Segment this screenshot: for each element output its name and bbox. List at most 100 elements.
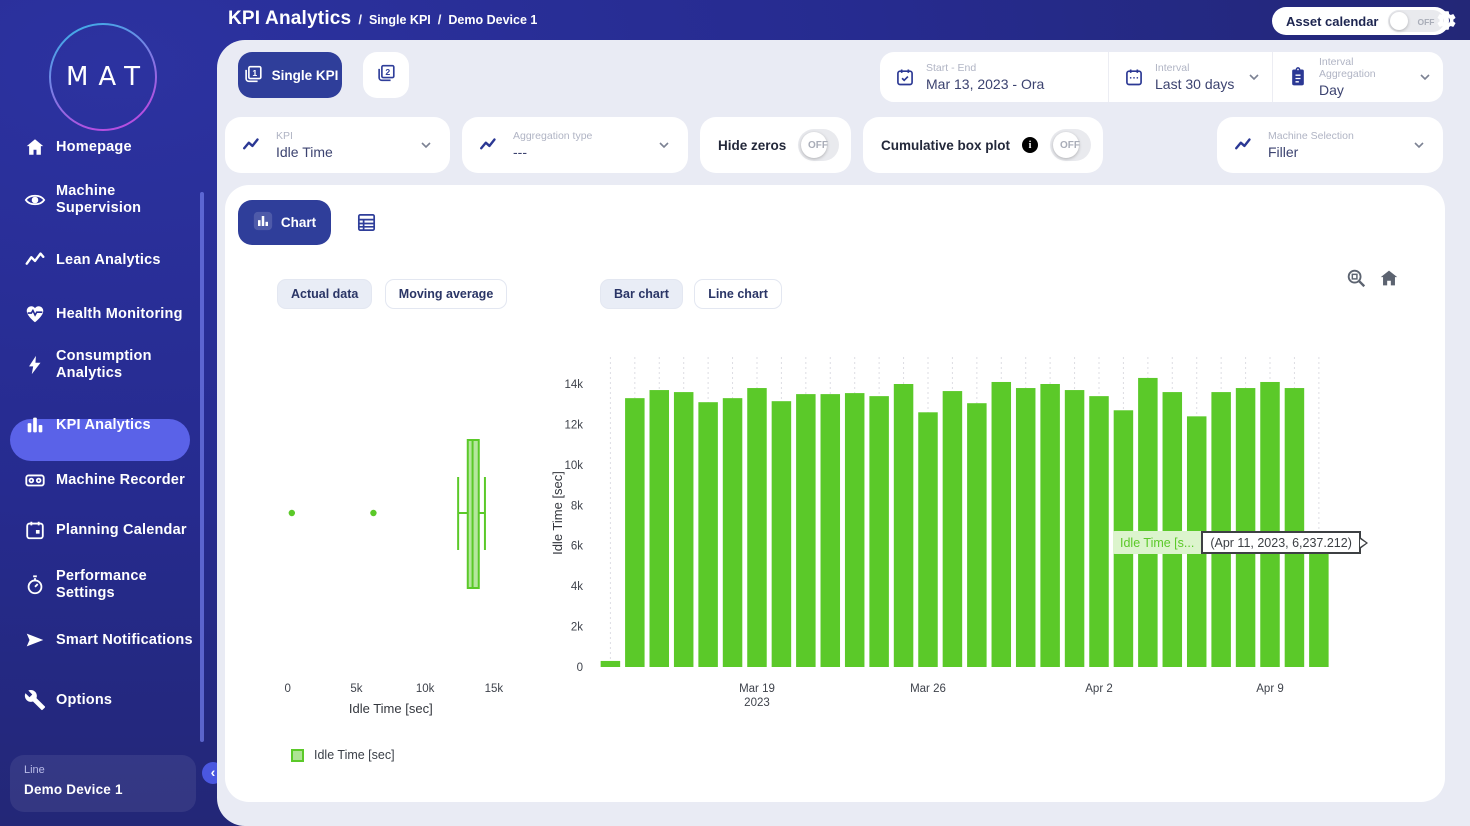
heart-pulse-icon	[24, 303, 46, 325]
bar[interactable]	[1236, 388, 1256, 667]
eye-icon	[24, 189, 46, 211]
breadcrumb: KPI Analytics / Single KPI / Demo Device…	[228, 8, 537, 30]
asset-calendar-label: Asset calendar	[1286, 14, 1379, 29]
breadcrumb-separator: /	[358, 12, 362, 27]
bar[interactable]	[845, 393, 865, 667]
cumulative-box-plot-card: Cumulative box plot i OFF	[863, 117, 1103, 173]
bar[interactable]	[674, 392, 694, 667]
interval-field[interactable]: Interval Last 30 days	[1108, 52, 1272, 102]
sidebar-item-label: Lean Analytics	[56, 252, 194, 269]
sidebar-scrollbar[interactable]	[200, 192, 204, 742]
interval-aggregation-value: Day	[1319, 82, 1406, 98]
chart-tab-icon	[253, 211, 273, 234]
svg-text:4k: 4k	[571, 581, 583, 593]
trend-icon	[478, 134, 500, 156]
machine-selection-dropdown[interactable]: Machine Selection Filler	[1217, 117, 1443, 173]
bar[interactable]	[1260, 382, 1280, 667]
bar[interactable]	[992, 382, 1012, 667]
sidebar-item-label: Performance Settings	[56, 568, 194, 602]
bolt-icon	[24, 354, 46, 376]
svg-text:Apr 9: Apr 9	[1256, 683, 1284, 695]
tooltip-series: Idle Time [s...	[1113, 531, 1201, 554]
settings-gear-icon[interactable]	[1435, 9, 1458, 32]
kpi-value: Idle Time	[276, 144, 333, 160]
kpi-dropdown[interactable]: KPI Idle Time	[225, 117, 450, 173]
interval-aggregation-field[interactable]: Interval Aggregation Day	[1272, 52, 1443, 102]
bar[interactable]	[1211, 392, 1231, 667]
bar[interactable]	[943, 391, 963, 667]
chip-actual-data[interactable]: Actual data	[277, 279, 372, 309]
legend[interactable]: Idle Time [sec]	[291, 748, 395, 762]
zoom-icon[interactable]	[1345, 267, 1367, 289]
bar[interactable]	[650, 390, 670, 667]
bar[interactable]	[1089, 396, 1109, 667]
bar[interactable]	[894, 384, 914, 667]
send-icon	[24, 629, 46, 651]
tooltip-value: (Apr 11, 2023, 6,237.212)	[1201, 531, 1361, 554]
info-icon[interactable]: i	[1022, 137, 1038, 153]
chip-line-chart[interactable]: Line chart	[694, 279, 782, 309]
bar[interactable]	[918, 412, 938, 667]
breadcrumb-separator: /	[438, 12, 442, 27]
breadcrumb-single-kpi[interactable]: Single KPI	[369, 13, 431, 27]
device-name: Demo Device 1	[24, 782, 196, 797]
bar[interactable]	[625, 398, 645, 667]
cumulative-box-plot-label: Cumulative box plot	[881, 138, 1010, 153]
bar[interactable]	[772, 401, 792, 667]
bar[interactable]	[1040, 384, 1060, 667]
top-header: KPI Analytics / Single KPI / Demo Device…	[0, 0, 1470, 40]
toggle-knob	[1390, 12, 1408, 30]
aggregation-type-dropdown[interactable]: Aggregation type ---	[462, 117, 688, 173]
bar[interactable]	[698, 402, 718, 667]
chip-moving-average[interactable]: Moving average	[385, 279, 507, 309]
bar[interactable]	[821, 394, 841, 667]
tab-single-kpi[interactable]: 1 Single KPI	[238, 52, 342, 98]
wrench-icon	[24, 689, 46, 711]
bar-chart-icon	[24, 414, 46, 436]
plot-modebar	[1345, 267, 1400, 289]
calendar-icon	[1124, 67, 1144, 87]
start-end-field[interactable]: Start - End Mar 13, 2023 - Ora	[880, 52, 1108, 102]
bar[interactable]	[1163, 392, 1183, 667]
bar[interactable]	[1138, 378, 1158, 667]
interval-label: Interval	[1155, 62, 1235, 74]
sidebar: MAT HomepageMachine SupervisionLean Anal…	[0, 0, 217, 826]
bar[interactable]	[1016, 388, 1035, 667]
chip-bar-chart[interactable]: Bar chart	[600, 279, 683, 309]
bar[interactable]	[723, 398, 743, 667]
svg-text:Idle Time [sec]: Idle Time [sec]	[550, 471, 565, 555]
main-panel: 1 Single KPI 2 Start - End Mar 13, 2023 …	[217, 40, 1470, 826]
cumulative-box-plot-toggle[interactable]: OFF	[1050, 129, 1091, 161]
svg-text:2k: 2k	[571, 622, 583, 634]
bar[interactable]	[967, 403, 987, 667]
bar[interactable]	[1285, 388, 1305, 667]
svg-text:Idle Time [sec]: Idle Time [sec]	[349, 701, 433, 716]
sidebar-item-label: Planning Calendar	[56, 522, 194, 539]
tab-chart[interactable]: Chart	[238, 200, 331, 245]
plots-area[interactable]: 05k10k15kIdle Time [sec]02k4k6k8k10k12k1…	[225, 345, 1445, 765]
bar[interactable]	[747, 388, 767, 667]
bar[interactable]	[869, 396, 889, 667]
start-end-value: Mar 13, 2023 - Ora	[926, 76, 1044, 92]
chevron-down-icon	[1246, 69, 1262, 85]
bar[interactable]	[796, 394, 816, 667]
hide-zeros-toggle[interactable]: OFF	[798, 129, 839, 161]
bar[interactable]	[1309, 541, 1329, 667]
bar[interactable]	[601, 661, 621, 667]
tab-multi-kpi[interactable]: 2	[363, 52, 409, 98]
home-reset-icon[interactable]	[1378, 267, 1400, 289]
trend-icon	[24, 249, 46, 271]
sidebar-item-label: Consumption Analytics	[56, 348, 194, 382]
breadcrumb-device[interactable]: Demo Device 1	[448, 13, 537, 27]
svg-text:5k: 5k	[350, 683, 362, 695]
svg-text:8k: 8k	[571, 500, 583, 512]
aggregation-type-value: ---	[513, 144, 592, 160]
toggle-state: OFF	[1060, 140, 1080, 151]
svg-text:15k: 15k	[485, 683, 504, 695]
table-view-icon[interactable]	[355, 211, 378, 234]
chart-tab-label: Chart	[281, 215, 316, 230]
asset-calendar-pill: Asset calendar OFF	[1272, 7, 1449, 35]
calendar-check-icon	[895, 67, 915, 87]
bar[interactable]	[1065, 390, 1085, 667]
device-line-label: Line	[24, 764, 196, 776]
